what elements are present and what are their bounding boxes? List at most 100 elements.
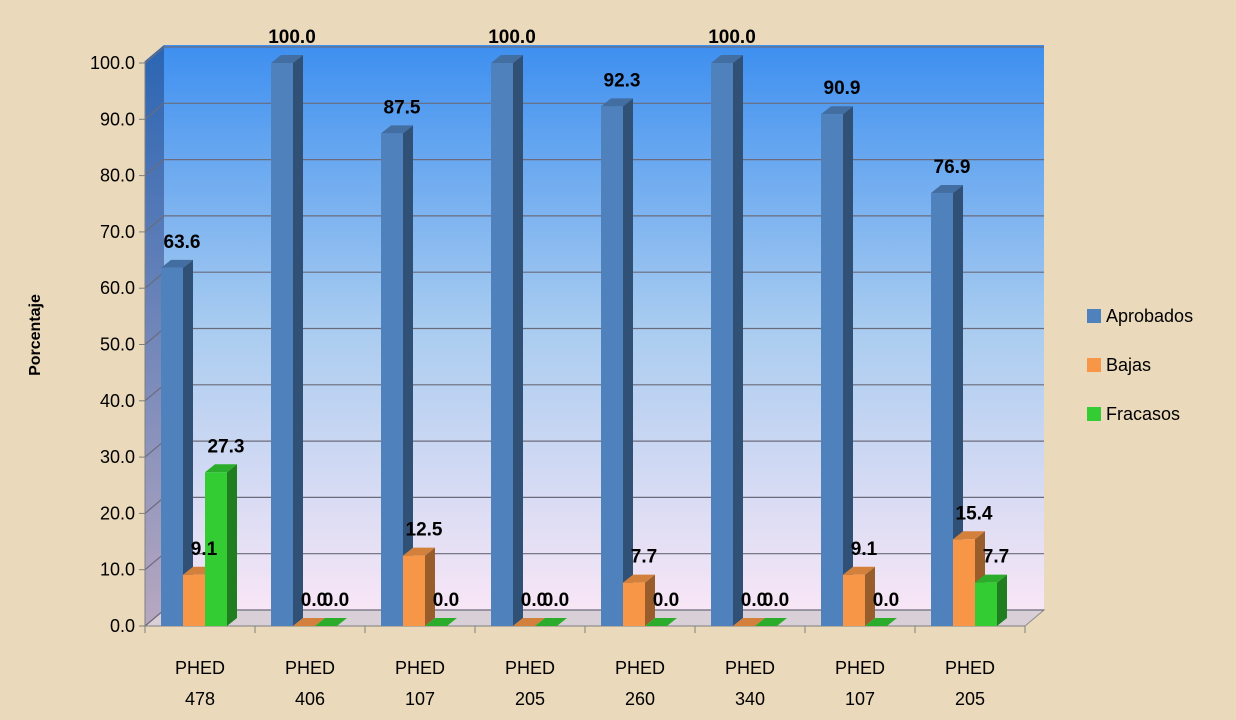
bar-top — [865, 618, 897, 626]
gridline — [144, 159, 1044, 177]
y-tick-label: 20.0 — [100, 503, 135, 523]
data-label: 15.4 — [956, 503, 993, 524]
bar-side — [293, 55, 303, 626]
bar-top — [975, 574, 1007, 583]
bar-aprobados — [381, 125, 413, 626]
bar-top — [403, 547, 435, 556]
x-tick-label: PHED 107 — [395, 658, 445, 709]
bar-top — [205, 464, 237, 473]
bar-fracasos — [315, 618, 347, 626]
legend-swatch — [1087, 358, 1101, 372]
bar-bajas — [513, 618, 545, 626]
bar-aprobados — [931, 185, 963, 627]
data-label: 0.0 — [323, 590, 349, 611]
bar-front — [953, 539, 975, 626]
bar-front — [491, 63, 513, 626]
bar-side — [997, 574, 1007, 626]
bar-side — [645, 574, 655, 626]
x-tick-label: PHED 107 — [835, 658, 885, 709]
bar-front — [183, 574, 205, 626]
bar-bajas — [623, 574, 655, 626]
bar-side — [733, 55, 743, 626]
data-label: 7.7 — [983, 547, 1009, 568]
bar-top — [623, 574, 655, 583]
bar-top — [821, 106, 853, 115]
y-tick-label: 80.0 — [100, 166, 135, 186]
axes: 0.0 10.0 20.0 30.0 40.0 50.0 60.0 70.0 80.0 90.0 1… — [90, 53, 1026, 709]
x-tick-label: PHED 340 — [725, 658, 775, 709]
data-label: 0.0 — [763, 590, 789, 611]
bar-front — [161, 267, 183, 626]
y-tick-label: 30.0 — [100, 447, 135, 467]
bar-top — [293, 618, 325, 626]
bar-top — [755, 618, 787, 626]
bar-aprobados — [821, 106, 853, 626]
bar-top — [843, 566, 875, 575]
data-label: 7.7 — [631, 547, 657, 568]
bar-top — [315, 618, 347, 626]
bar-front — [843, 574, 865, 626]
bar-fracasos — [425, 618, 457, 626]
gridline — [144, 215, 1044, 233]
bar-top — [733, 618, 765, 626]
data-label: 27.3 — [208, 436, 245, 457]
bar-front — [381, 133, 403, 626]
bar-top — [425, 618, 457, 626]
bar-bajas — [403, 547, 435, 626]
bar-top — [711, 55, 743, 63]
data-label: 92.3 — [604, 70, 641, 91]
y-tick-label: 10.0 — [100, 560, 135, 580]
bar-aprobados — [601, 98, 633, 626]
data-label: 87.5 — [384, 97, 421, 118]
bar-front — [205, 472, 227, 626]
bar-top — [161, 259, 193, 268]
data-label: 9.1 — [851, 539, 878, 560]
data-label: 0.0 — [653, 590, 679, 611]
bar-top — [953, 531, 985, 540]
bar-top — [601, 98, 633, 107]
data-label: 100.0 — [268, 27, 316, 48]
side-wall — [145, 45, 164, 626]
bar-bajas — [843, 566, 875, 626]
bar-top — [535, 618, 567, 626]
y-tick-label: 60.0 — [100, 278, 135, 298]
x-tick-label: PHED 205 — [945, 658, 995, 709]
x-tick-label: PHED 260 — [615, 658, 665, 709]
bar-side — [865, 566, 875, 626]
data-label: 100.0 — [488, 27, 536, 48]
bar-top — [491, 55, 523, 63]
bar-side — [843, 106, 853, 626]
bar-top — [513, 618, 545, 626]
bar-side — [425, 547, 435, 626]
bar-front — [271, 63, 293, 626]
bar-top — [381, 125, 413, 134]
y-tick-label: 100.0 — [90, 53, 135, 73]
bar-bajas — [733, 618, 765, 626]
data-label: 9.1 — [191, 539, 218, 560]
legend-swatch — [1087, 309, 1101, 323]
bar-fracasos — [645, 618, 677, 626]
data-label: 63.6 — [164, 232, 201, 253]
legend-swatch — [1087, 407, 1101, 421]
bar-top — [271, 55, 303, 63]
bar-side — [183, 259, 193, 626]
data-label: 0.0 — [741, 590, 767, 611]
bar-side — [513, 55, 523, 626]
y-tick-label: 0.0 — [110, 616, 135, 636]
bars — [161, 55, 1007, 627]
x-tick-label: PHED 205 — [505, 658, 555, 709]
bar-front — [931, 193, 953, 627]
legend-label: Fracasos — [1106, 404, 1180, 424]
bar-front — [403, 555, 425, 626]
bar-side — [403, 125, 413, 626]
legend-label: Aprobados — [1106, 306, 1193, 326]
x-tick-label: PHED 478 — [175, 658, 225, 709]
bar-top — [645, 618, 677, 626]
bar-fracasos — [205, 464, 237, 626]
bar-front — [975, 582, 997, 626]
y-tick-label: 40.0 — [100, 391, 135, 411]
x-tick-label: PHED 406 — [285, 658, 335, 709]
data-label: 0.0 — [301, 590, 327, 611]
data-labels: 63.6 100.0 87.5 100.0 92.3 100.0 90.9 76.9 9.1 0.… — [164, 27, 1010, 611]
bar-front — [601, 106, 623, 626]
